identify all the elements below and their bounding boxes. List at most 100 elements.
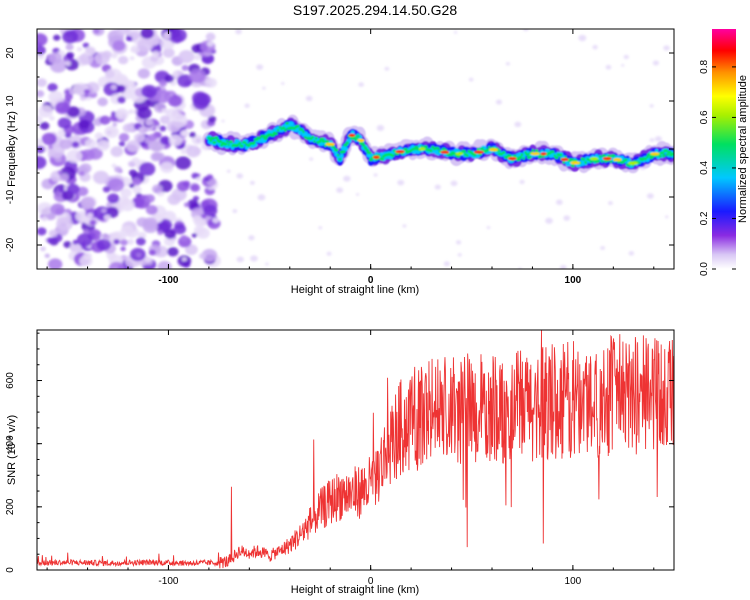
track-segment — [542, 154, 545, 158]
faint-blob — [212, 217, 219, 223]
noise-blob — [148, 249, 156, 256]
noise-blob — [164, 229, 176, 239]
faint-blob — [450, 180, 458, 187]
track-segment — [238, 141, 242, 145]
noise-blob — [118, 141, 126, 147]
faint-blob — [592, 45, 598, 50]
noise-blob — [144, 194, 155, 203]
colorbar-tick-label: 0.4 — [699, 161, 710, 175]
track-segment — [225, 139, 229, 143]
noise-blob — [57, 170, 63, 175]
noise-blob — [138, 162, 156, 176]
noise-blobs — [37, 29, 670, 269]
noise-blob — [82, 42, 90, 49]
track-segment — [662, 154, 666, 158]
noise-blob — [89, 219, 97, 226]
noise-blob — [53, 34, 61, 41]
noise-blob — [127, 161, 135, 167]
noise-blob — [190, 183, 201, 192]
noise-blob — [194, 92, 212, 107]
noise-blob — [66, 106, 80, 118]
track-hotspot — [418, 147, 426, 151]
noise-blob — [205, 32, 216, 41]
track-segment — [520, 153, 524, 157]
noise-blob — [76, 233, 93, 247]
track-segment — [341, 150, 346, 154]
noise-blob — [109, 129, 116, 134]
faint-blob — [265, 262, 269, 266]
noise-blob — [138, 127, 144, 132]
noise-blob — [71, 141, 80, 148]
noise-blob — [136, 253, 142, 258]
faint-blob — [443, 261, 450, 267]
track-hotspot — [348, 133, 356, 137]
noise-blob — [58, 187, 65, 193]
noise-blob — [125, 36, 132, 42]
noise-blob — [112, 122, 118, 127]
noise-blob — [151, 184, 163, 194]
track-segment — [570, 164, 575, 168]
noise-blob — [191, 134, 204, 145]
noise-blob — [94, 51, 110, 65]
noise-blob — [47, 83, 58, 92]
noise-blob — [105, 68, 123, 83]
noise-blob — [78, 170, 85, 177]
track-segment — [403, 147, 408, 151]
noise-blob — [195, 176, 202, 182]
track-hotspot — [628, 161, 638, 165]
noise-blob — [203, 204, 218, 217]
noise-blob — [157, 230, 164, 236]
bottom-x-tick-label: 100 — [565, 576, 582, 587]
noise-blob — [37, 155, 47, 170]
noise-blob — [120, 239, 128, 246]
noise-blob — [193, 54, 201, 61]
noise-blob — [168, 95, 183, 107]
noise-blob — [186, 145, 201, 158]
noise-blob — [37, 45, 46, 56]
noise-blob — [38, 105, 54, 118]
track-segment — [596, 159, 600, 163]
noise-blob — [141, 84, 158, 99]
noise-blob — [159, 115, 171, 125]
track-hotspot — [602, 157, 612, 161]
noise-blob — [37, 78, 47, 88]
track-segment — [361, 143, 366, 147]
track-hotspot — [570, 161, 581, 165]
noise-blob — [83, 252, 93, 260]
track-segment — [485, 148, 490, 152]
noise-blob — [78, 119, 90, 129]
noise-blob — [96, 139, 110, 151]
track-segment — [423, 145, 428, 149]
faint-blob — [221, 119, 225, 123]
track-segment — [261, 134, 266, 138]
noise-blob — [76, 186, 89, 197]
noise-blob — [55, 207, 65, 216]
noise-blob — [116, 84, 126, 93]
track-segment — [584, 160, 588, 164]
track-segment — [665, 153, 670, 157]
noise-blob — [163, 236, 175, 247]
track-segment — [502, 151, 506, 155]
track-segment — [228, 140, 234, 144]
faint-blob — [654, 136, 663, 142]
faint-blob — [607, 201, 613, 206]
faint-blob — [434, 184, 441, 190]
track-hotspot — [530, 152, 540, 156]
faint-blob — [555, 199, 563, 205]
track-hotspot — [440, 150, 450, 154]
track-hotspot — [489, 148, 498, 152]
noise-blob — [176, 180, 190, 192]
track-segment — [623, 158, 628, 162]
noise-blob — [59, 173, 70, 182]
noise-blob — [132, 178, 142, 186]
noise-blob — [155, 125, 161, 130]
track-segment — [537, 155, 543, 159]
track-hotspot — [325, 142, 336, 146]
noise-blob — [168, 134, 183, 147]
noise-blob — [88, 147, 103, 160]
noise-blob — [114, 166, 122, 173]
track-segment — [600, 159, 604, 163]
noise-blob — [136, 107, 152, 120]
noise-blob — [66, 149, 83, 163]
